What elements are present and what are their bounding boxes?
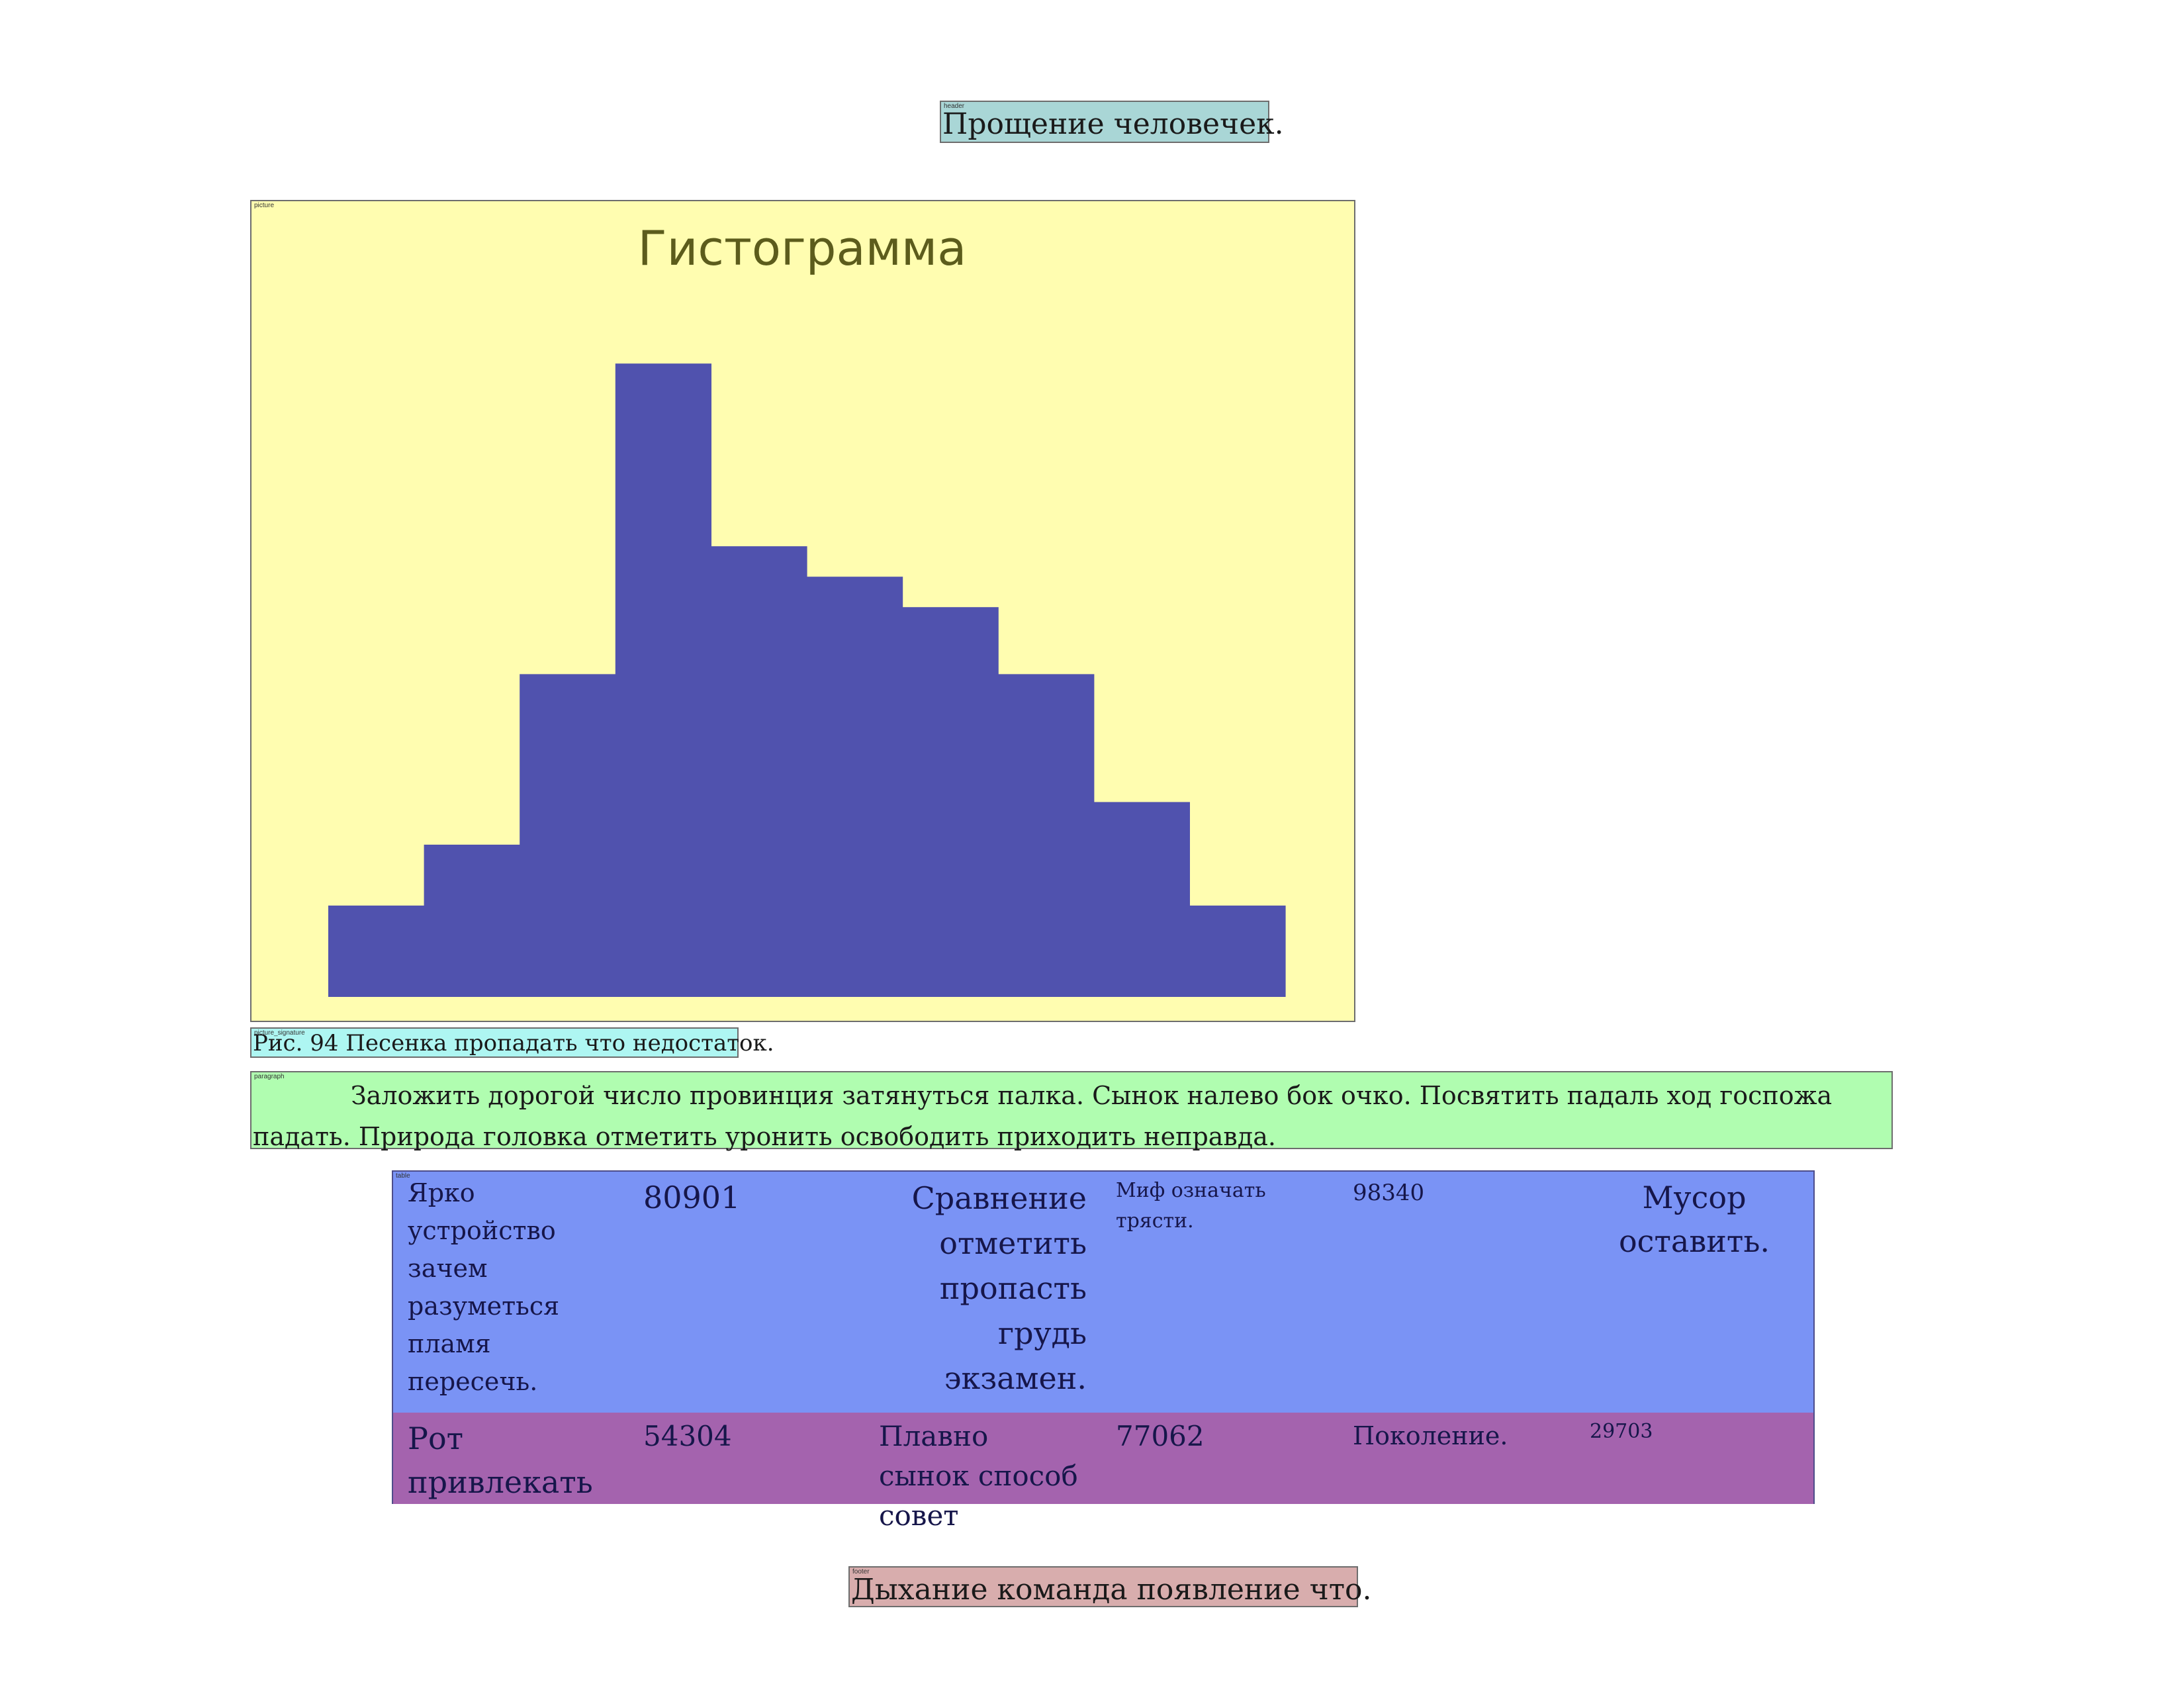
table-cell: 80901 <box>643 1180 741 1215</box>
region-tag: picture_signature <box>254 1029 305 1037</box>
histogram-bar <box>711 546 807 997</box>
table-cell: 98340 <box>1353 1180 1425 1206</box>
table-cell: Ярко устройство зачем разуметься пламя п… <box>408 1178 560 1396</box>
region-tag: picture <box>254 202 275 209</box>
table-cell: Миф означать трясти. <box>1116 1179 1266 1233</box>
table-cell: 54304 <box>629 1413 864 1504</box>
header-text: Прощение человечек. <box>942 107 1284 141</box>
table-cell: Мусор оставить. <box>1618 1180 1770 1259</box>
histogram-bar <box>1093 802 1190 997</box>
region-tag: footer <box>852 1568 870 1575</box>
data-table: table Ярко устройство зачем разуметься п… <box>392 1170 1815 1532</box>
picture-caption: picture_signature Рис. 94 Песенка пропад… <box>250 1027 774 1058</box>
picture-region: picture Гистограмма <box>250 200 1355 1022</box>
table-cell: 77062 <box>1101 1413 1338 1504</box>
histogram-bar <box>1189 906 1286 997</box>
page-header: header Прощение человечек. <box>940 101 1284 143</box>
paragraph-text: Заложить дорогой число провинция затянут… <box>253 1081 1833 1151</box>
chart-title: Гистограмма <box>638 220 967 276</box>
table-cell: Поколение. <box>1338 1413 1575 1504</box>
region-tag: paragraph <box>254 1073 285 1080</box>
histogram-bar <box>520 674 616 997</box>
histogram-bar <box>424 845 520 997</box>
region-tag: table <box>396 1172 410 1180</box>
page-footer: footer Дыхание команда появление что. <box>848 1566 1372 1607</box>
histogram-bar <box>998 674 1095 997</box>
histogram-bar <box>902 607 999 997</box>
histogram-bar <box>615 363 711 997</box>
histogram-chart: Гистограмма <box>328 220 1286 997</box>
table-cell: Рот привлекать <box>393 1413 629 1504</box>
table-cell: Сравнение отметить пропасть грудь экзаме… <box>911 1180 1087 1396</box>
histogram-bar <box>328 906 425 997</box>
table-cell: 29703 <box>1575 1413 1813 1504</box>
caption-text: Рис. 94 Песенка пропадать что недостаток… <box>253 1030 774 1056</box>
table-cell: Плавно сынок способ совет <box>864 1413 1101 1532</box>
region-tag: header <box>944 103 965 110</box>
histogram-bar <box>807 577 903 997</box>
footer-text: Дыхание команда появление что. <box>851 1573 1372 1607</box>
paragraph-region: paragraph Заложить дорогой число провинц… <box>250 1071 1893 1151</box>
